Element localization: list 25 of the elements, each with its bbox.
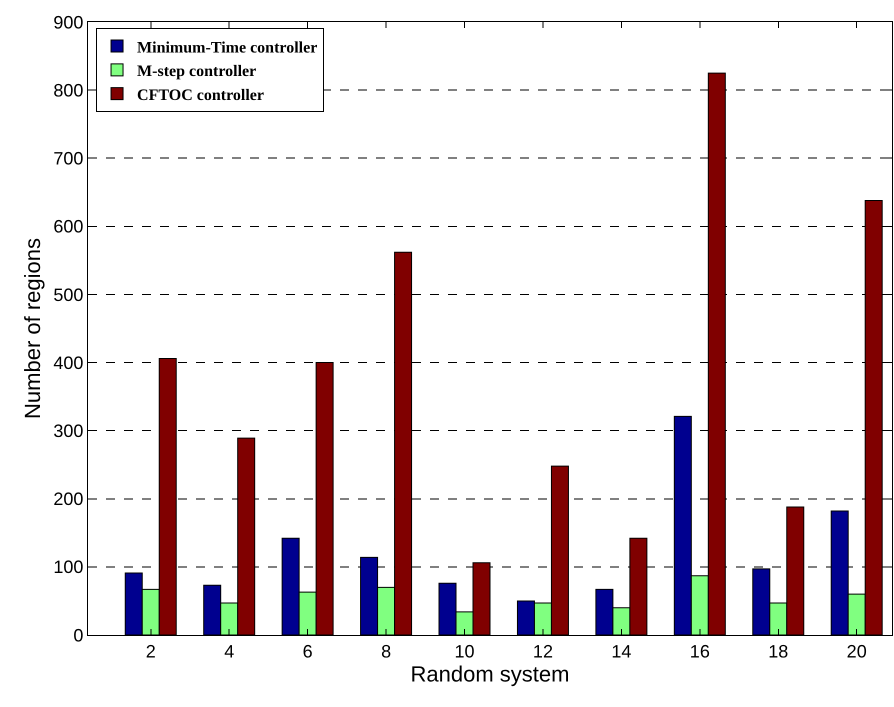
- x-tick-label: 8: [381, 642, 392, 662]
- y-tick-label: 300: [53, 420, 84, 441]
- x-tick-label: 6: [302, 642, 313, 662]
- y-tick-label: 0: [73, 625, 84, 646]
- legend-label: Minimum-Time controller: [137, 39, 318, 56]
- x-tick-label: 10: [454, 642, 475, 662]
- x-axis-title: Random system: [410, 662, 570, 687]
- legend-label: M-step controller: [137, 63, 256, 80]
- y-tick-label: 900: [53, 12, 84, 32]
- x-tick-label: 16: [690, 642, 710, 662]
- legend-label: CFTOC controller: [137, 86, 264, 104]
- x-tick-label: 18: [768, 642, 788, 662]
- x-tick-label: 2: [146, 642, 156, 662]
- y-tick-label: 100: [53, 557, 84, 578]
- x-tick-label: 12: [532, 642, 553, 662]
- y-tick-label: 600: [53, 216, 84, 237]
- y-tick-label: 200: [53, 489, 84, 510]
- y-tick-label: 400: [53, 352, 84, 373]
- y-tick-label: 500: [53, 284, 84, 305]
- y-axis-title: Number of regions: [20, 238, 46, 419]
- y-tick-label: 800: [53, 80, 84, 100]
- x-tick-label: 14: [611, 642, 632, 662]
- x-tick-label: 20: [846, 642, 867, 662]
- x-tick-label: 4: [224, 642, 234, 662]
- y-tick-label: 700: [53, 148, 84, 169]
